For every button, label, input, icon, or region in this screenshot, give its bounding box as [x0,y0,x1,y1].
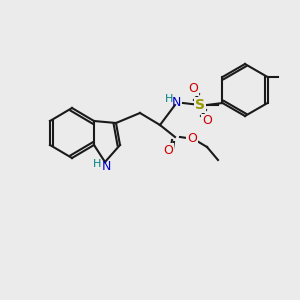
Text: S: S [195,98,205,112]
Text: H: H [165,94,173,104]
Text: H: H [93,159,101,169]
Text: N: N [101,160,111,172]
Text: O: O [187,131,197,145]
Text: N: N [171,95,181,109]
Text: O: O [202,115,212,128]
Text: O: O [188,82,198,95]
Text: O: O [163,143,173,157]
